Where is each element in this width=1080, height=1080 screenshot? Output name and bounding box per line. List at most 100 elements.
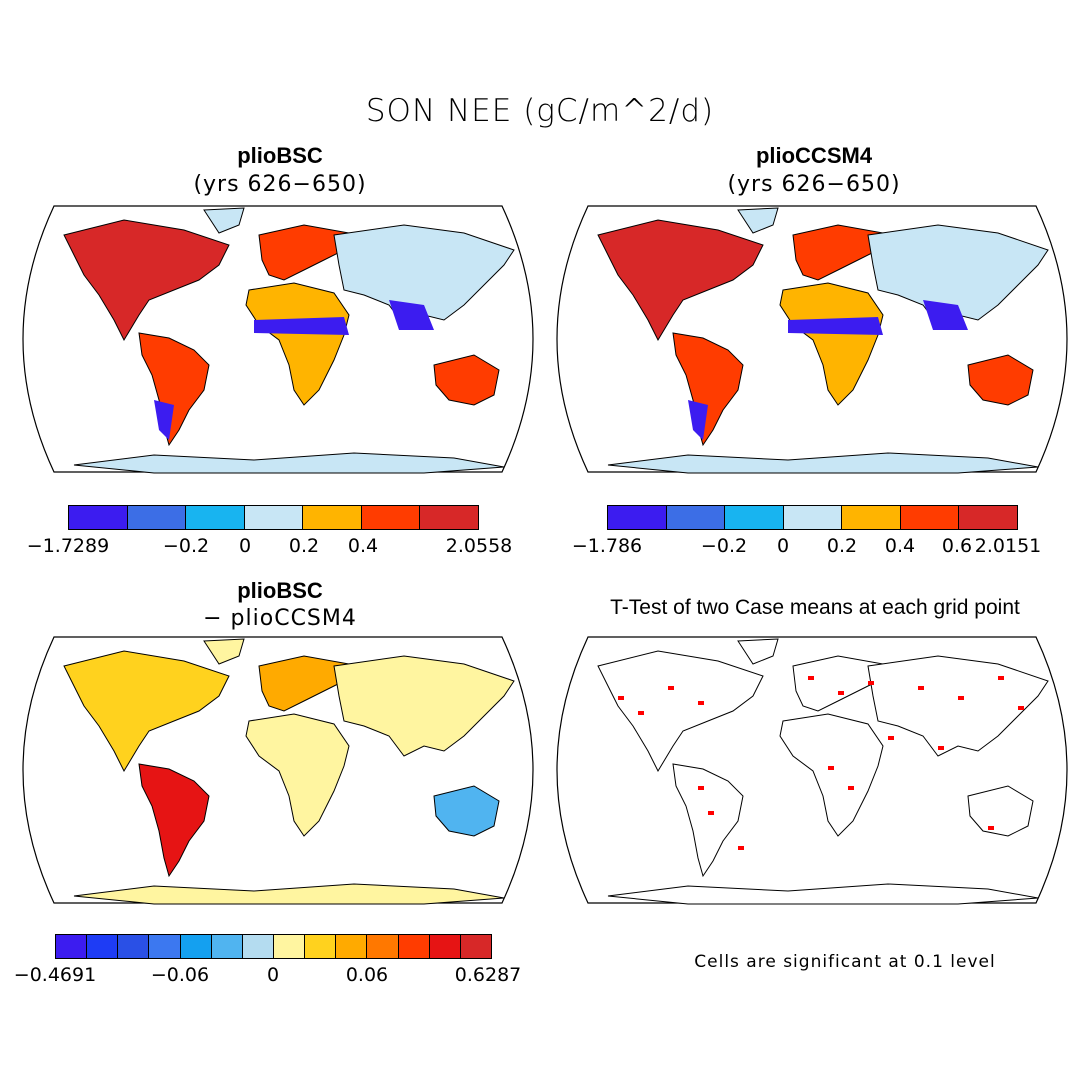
colorbar-swatch — [118, 935, 150, 958]
land-grn — [737, 207, 779, 234]
significant-cell — [988, 826, 994, 830]
colorbar-swatch — [398, 935, 430, 958]
significant-cell — [828, 766, 834, 770]
land-sa — [138, 763, 210, 878]
land-asia — [333, 224, 515, 326]
panel-3-tick: −0.06 — [150, 964, 210, 986]
significant-cell — [698, 786, 704, 790]
colorbar-swatch — [244, 506, 304, 529]
land-ant — [607, 883, 1039, 905]
land-sa — [138, 332, 210, 447]
colorbar-swatch — [242, 935, 274, 958]
panel-3-title: plioBSC — [237, 578, 323, 603]
significant-cell — [838, 691, 844, 695]
panel-2-tick: 2.0151 — [974, 535, 1042, 557]
panel-3-subtitle: − plioCCSM4 — [203, 606, 357, 631]
band-sahel — [788, 317, 883, 335]
land-asia — [867, 224, 1049, 326]
land-grn — [203, 207, 245, 234]
significant-cell — [868, 681, 874, 685]
colorbar-swatch — [842, 506, 901, 529]
land-sa — [672, 332, 744, 447]
land-aus — [967, 354, 1034, 406]
land-eur — [792, 224, 884, 281]
panel-2-tick: −1.786 — [571, 535, 643, 557]
land-eur — [258, 655, 350, 712]
main-title: SON NEE (gC/m^2/d) — [365, 93, 715, 129]
panel-3-tick: 0.06 — [345, 964, 389, 986]
land-asia — [867, 655, 1049, 757]
significant-cell — [848, 786, 854, 790]
panel-1-tick: 0.2 — [288, 535, 320, 557]
colorbar-swatch — [361, 506, 421, 529]
colorbar-swatch — [56, 935, 88, 958]
land-na — [597, 650, 764, 773]
land-na — [63, 219, 230, 342]
panel-2-map — [556, 205, 1068, 474]
colorbar-swatch — [900, 506, 960, 529]
significant-cell — [958, 696, 964, 700]
band-patagonia — [688, 400, 708, 440]
significant-cell — [618, 696, 624, 700]
land-ant — [607, 452, 1039, 474]
colorbar-swatch — [460, 935, 491, 958]
band-sahel — [254, 317, 349, 335]
land-afr — [779, 713, 884, 837]
significant-cell — [708, 811, 714, 815]
colorbar-swatch — [783, 506, 843, 529]
colorbar-swatch — [666, 506, 726, 529]
colorbar-swatch — [305, 935, 337, 958]
band-india — [923, 300, 968, 330]
colorbar-swatch — [608, 506, 667, 529]
colorbar-swatch — [367, 935, 399, 958]
colorbar-swatch — [303, 506, 362, 529]
land-na — [597, 219, 764, 342]
panel-1-tick: 2.0558 — [445, 535, 513, 557]
panel-4-note: Cells are significant at 0.1 level — [694, 952, 996, 972]
panel-1-title: plioBSC — [237, 143, 323, 168]
panel-1-map — [22, 205, 534, 474]
colorbar-swatch — [420, 506, 479, 529]
land-eur — [792, 655, 884, 712]
land-sa — [672, 763, 744, 878]
significant-cell — [1018, 706, 1024, 710]
panel-3-colorbar — [55, 934, 492, 959]
land-asia — [333, 655, 515, 757]
panel-4-title: T-Test of two Case means at each grid po… — [610, 596, 1020, 619]
colorbar-swatch — [69, 506, 128, 529]
panel-1-colorbar — [68, 505, 479, 530]
panel-2-tick: 0.4 — [884, 535, 916, 557]
panel-2-subtitle: (yrs 626−650) — [727, 172, 901, 197]
land-eur — [258, 224, 350, 281]
land-ant — [73, 452, 505, 474]
colorbar-swatch — [180, 935, 212, 958]
significant-cell — [738, 846, 744, 850]
land-na — [63, 650, 230, 773]
significant-cell — [938, 746, 944, 750]
colorbar-swatch — [959, 506, 1018, 529]
colorbar-swatch — [186, 506, 245, 529]
land-aus — [433, 785, 500, 837]
colorbar-swatch — [725, 506, 784, 529]
colorbar-swatch — [127, 506, 187, 529]
panel-2-colorbar — [607, 505, 1018, 530]
significant-cell — [918, 686, 924, 690]
band-india — [389, 300, 434, 330]
colorbar-swatch — [273, 935, 306, 958]
significant-cell — [698, 701, 704, 705]
significant-cell — [668, 686, 674, 690]
panel-4-map — [556, 636, 1068, 905]
colorbar-swatch — [336, 935, 368, 958]
panel-2-title: plioCCSM4 — [755, 143, 873, 168]
panel-3-tick: 0 — [266, 964, 280, 986]
land-aus — [967, 785, 1034, 837]
colorbar-swatch — [149, 935, 181, 958]
panel-1-tick: −0.2 — [162, 535, 210, 557]
panel-2-tick: 0 — [776, 535, 790, 557]
land-afr — [245, 713, 350, 837]
significant-cell — [998, 676, 1004, 680]
significant-cell — [888, 736, 894, 740]
land-ant — [73, 883, 505, 905]
panel-1-tick: −1.7289 — [26, 535, 110, 557]
colorbar-swatch — [211, 935, 243, 958]
